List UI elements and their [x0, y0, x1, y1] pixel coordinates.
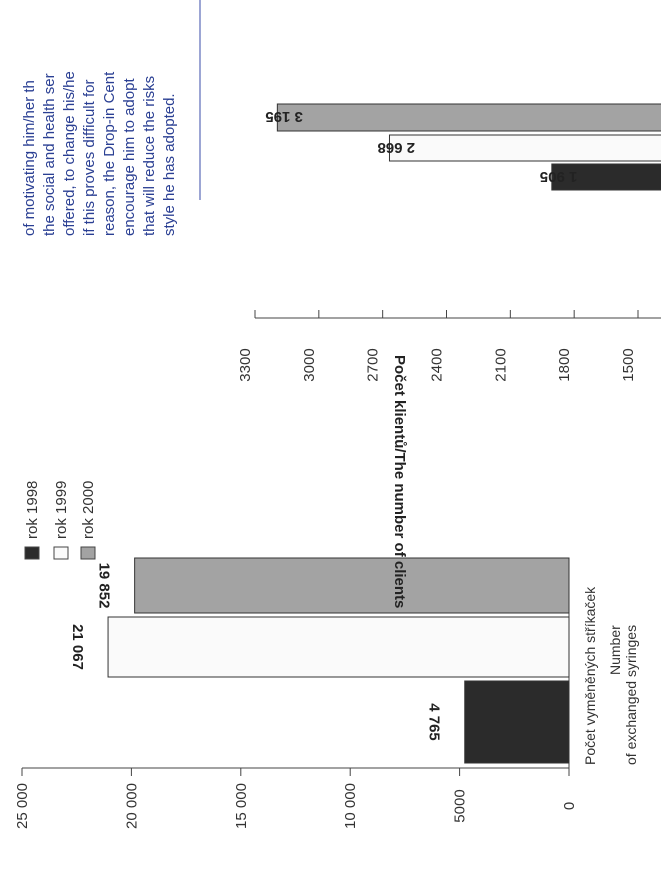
- legend-label: rok 2000: [80, 481, 97, 539]
- syringes-tick-label: 25 000: [14, 783, 31, 829]
- sidebar-line: of motivating him/her th: [21, 80, 38, 236]
- syringes-axis-label: Počet vyměněných stříkaček: [582, 586, 598, 765]
- syringes-chart: 0 5000 10 000 15 000 20 000 25 000 4 765 21 06…: [14, 557, 639, 829]
- syringes-value-label: 4 765: [426, 703, 443, 741]
- sidebar-line: offered, to change his/he: [61, 71, 78, 236]
- legend-label: rok 1998: [24, 481, 41, 539]
- legend-swatch: [80, 546, 96, 560]
- legend-swatch: [24, 546, 40, 560]
- legend-swatch: [53, 546, 69, 560]
- clients-tick-label: 1800: [556, 348, 573, 381]
- syringes-tick-label: 15 000: [233, 783, 250, 829]
- sidebar-line: the social and health ser: [41, 73, 58, 236]
- sidebar-line: reason, the Drop-in Cent: [101, 71, 118, 236]
- legend: rok 1998 rok 1999 rok 2000: [24, 481, 97, 560]
- clients-chart: 1500 1800 2100 2400 2700 3000 3300 1 905 2 668 3…: [237, 103, 661, 608]
- clients-value-label: 1 905: [540, 168, 578, 185]
- clients-tick-label: 2700: [365, 348, 382, 381]
- syringes-bar: [134, 557, 570, 614]
- clients-axis-title: Počet klientů/The number of clients: [391, 355, 408, 608]
- clients-value-label: 2 668: [377, 139, 415, 156]
- clients-tick-label: 2100: [492, 348, 509, 381]
- clients-tick-label: 3300: [237, 348, 254, 381]
- syringes-bar: [464, 680, 570, 764]
- clients-tick-label: 2400: [429, 348, 446, 381]
- syringes-tick-label: 20 000: [123, 783, 140, 829]
- syringes-bar: [107, 616, 570, 678]
- sidebar-line: that will reduce the risks: [141, 76, 158, 236]
- syringes-tick-label: 5000: [452, 789, 469, 822]
- sidebar-line: encourage him to adopt: [121, 78, 138, 236]
- syringes-axis-label: Number: [607, 625, 623, 675]
- legend-label: rok 1999: [53, 481, 70, 539]
- clients-tick-label: 1500: [620, 348, 637, 381]
- syringes-tick-label: 10 000: [342, 783, 359, 829]
- syringes-tick-label: 0: [561, 802, 578, 810]
- sidebar-note: of motivating him/her th the social and …: [21, 0, 201, 236]
- clients-bar: [276, 103, 661, 132]
- clients-tick-label: 3000: [301, 348, 318, 381]
- clients-bar: [551, 163, 661, 191]
- syringes-axis-label: of exchanged syringes: [623, 625, 639, 765]
- sidebar-line: if this proves difficult for: [81, 80, 98, 236]
- syringes-value-label: 19 852: [96, 563, 113, 609]
- sidebar-line: style he has adopted.: [161, 93, 178, 236]
- syringes-value-label: 21 067: [69, 624, 86, 670]
- clients-bar: [388, 134, 661, 162]
- clients-value-label: 3 195: [265, 108, 303, 125]
